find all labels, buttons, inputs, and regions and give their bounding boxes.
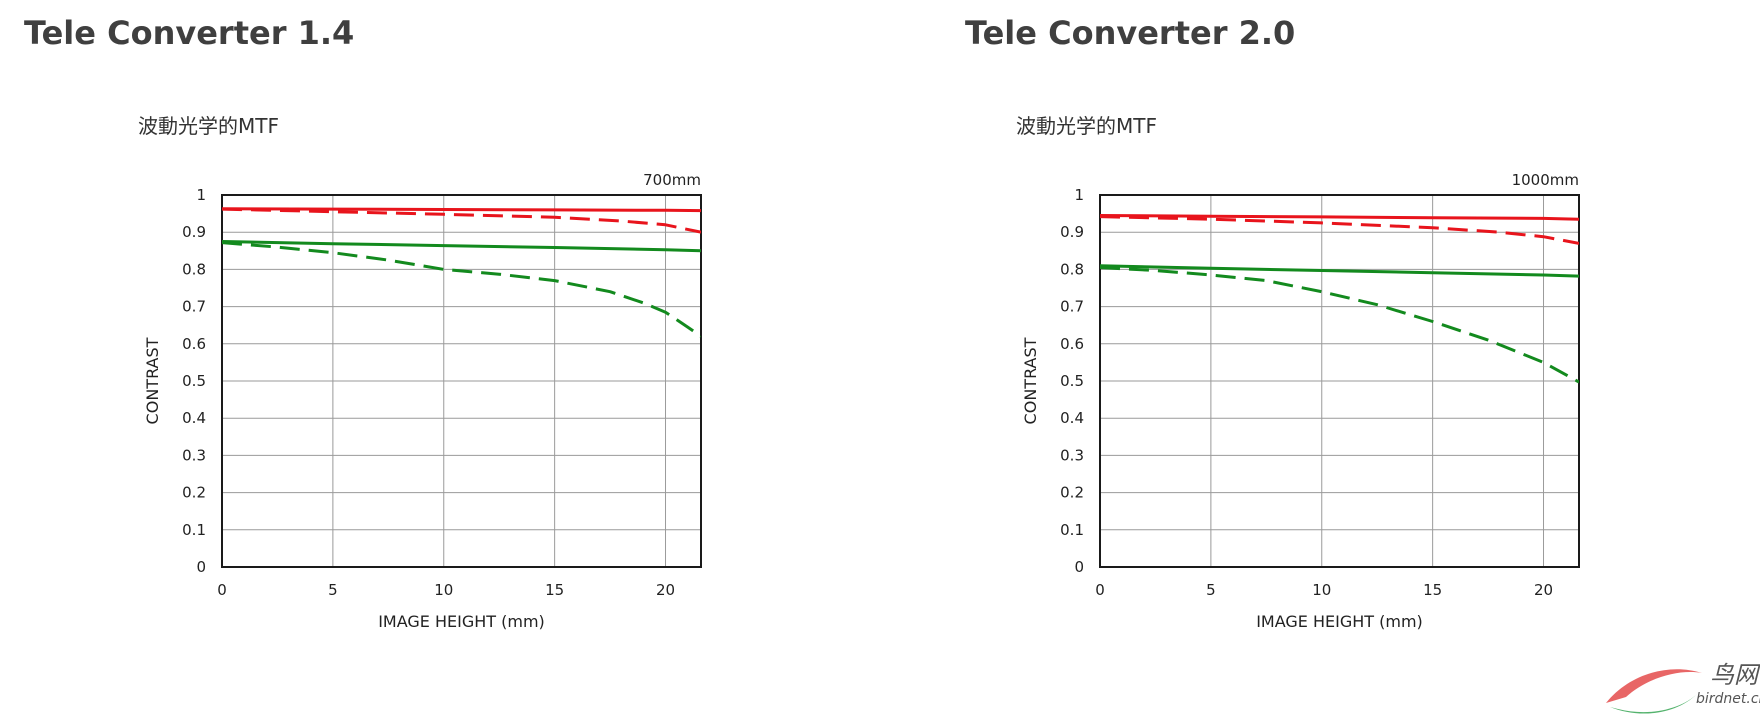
birdnet-logo-watermark: 鸟网 birdnet.cn bbox=[1606, 661, 1760, 714]
y-tick-label: 0.6 bbox=[1060, 335, 1084, 353]
mtf-series-line bbox=[1100, 266, 1579, 384]
y-tick-label: 0 bbox=[1074, 558, 1084, 576]
y-tick-label: 0.2 bbox=[182, 484, 206, 502]
x-tick-label: 10 bbox=[1312, 581, 1331, 599]
y-tick-label: 0.3 bbox=[182, 446, 206, 464]
logo-url: birdnet.cn bbox=[1696, 691, 1760, 707]
x-tick-label: 20 bbox=[656, 581, 675, 599]
mtf-chart-tele-converter-1-4: 波動光学的MTF 700mm 0 0.1 0.2 0.3 0.4 0.5 0.6 0.7 0.8 0.… bbox=[138, 114, 702, 631]
mtf-series-line bbox=[222, 207, 701, 213]
x-axis-label: IMAGE HEIGHT (mm) bbox=[378, 612, 545, 631]
focal-length-label: 700mm bbox=[643, 171, 701, 189]
y-tick-label: 0.7 bbox=[182, 298, 206, 316]
y-tick-label: 0.4 bbox=[182, 409, 206, 427]
y-tick-label: 0.5 bbox=[1060, 372, 1084, 390]
x-tick-label: 0 bbox=[1095, 581, 1105, 599]
y-tick-label: 0.9 bbox=[1060, 223, 1084, 241]
y-tick-label: 0.7 bbox=[1060, 298, 1084, 316]
x-tick-label: 15 bbox=[545, 581, 564, 599]
mtf-series-line bbox=[1100, 215, 1579, 245]
y-tick-label: 1 bbox=[1074, 186, 1084, 204]
chart-subtitle: 波動光学的MTF bbox=[1016, 114, 1157, 138]
chart-title: Tele Converter 1.4 bbox=[24, 14, 355, 52]
y-axis-label: CONTRAST bbox=[143, 337, 162, 424]
mtf-series-line bbox=[1100, 264, 1579, 278]
y-tick-label: 0.2 bbox=[1060, 484, 1084, 502]
mtf-series-line bbox=[1100, 214, 1579, 221]
y-tick-label: 0.6 bbox=[182, 335, 206, 353]
y-tick-label: 0.8 bbox=[182, 260, 206, 278]
x-tick-label: 5 bbox=[328, 581, 338, 599]
y-tick-label: 0 bbox=[196, 558, 206, 576]
logo-swoosh-red bbox=[1606, 669, 1702, 703]
x-tick-label: 10 bbox=[434, 581, 453, 599]
plot-frame bbox=[221, 194, 702, 568]
focal-length-label: 1000mm bbox=[1512, 171, 1579, 189]
x-tick-label: 15 bbox=[1423, 581, 1442, 599]
x-tick-label: 5 bbox=[1206, 581, 1216, 599]
y-tick-label: 0.5 bbox=[182, 372, 206, 390]
y-tick-label: 0.3 bbox=[1060, 446, 1084, 464]
x-axis-label: IMAGE HEIGHT (mm) bbox=[1256, 612, 1423, 631]
chart-panel-tele-converter-2-0: Tele Converter 2.0 波動光学的MTF 1000mm 0 0.1 0.2… bbox=[880, 0, 1760, 725]
y-tick-label: 0.1 bbox=[1060, 521, 1084, 539]
chart-subtitle: 波動光学的MTF bbox=[138, 114, 279, 138]
y-axis-label: CONTRAST bbox=[1021, 337, 1040, 424]
y-tick-label: 0.1 bbox=[182, 521, 206, 539]
mtf-series-line bbox=[222, 207, 701, 234]
mtf-series-line bbox=[222, 240, 701, 253]
x-tick-label: 20 bbox=[1534, 581, 1553, 599]
mtf-series-line bbox=[222, 241, 701, 338]
chart-panel-tele-converter-1-4: Tele Converter 1.4 波動光学的MTF 700mm 0 0.1 0.2 0… bbox=[24, 14, 702, 631]
y-tick-label: 0.8 bbox=[1060, 260, 1084, 278]
chart-title: Tele Converter 2.0 bbox=[965, 14, 1296, 52]
y-tick-label: 1 bbox=[196, 186, 206, 204]
y-tick-label: 0.4 bbox=[1060, 409, 1084, 427]
y-tick-label: 0.9 bbox=[182, 223, 206, 241]
logo-wordmark: 鸟网 bbox=[1710, 661, 1760, 689]
x-tick-label: 0 bbox=[217, 581, 227, 599]
mtf-chart-tele-converter-2-0: 波動光学的MTF 1000mm 0 0.1 0.2 0.3 0.4 0.5 0.6 0.7 0.8 0… bbox=[1016, 114, 1580, 631]
